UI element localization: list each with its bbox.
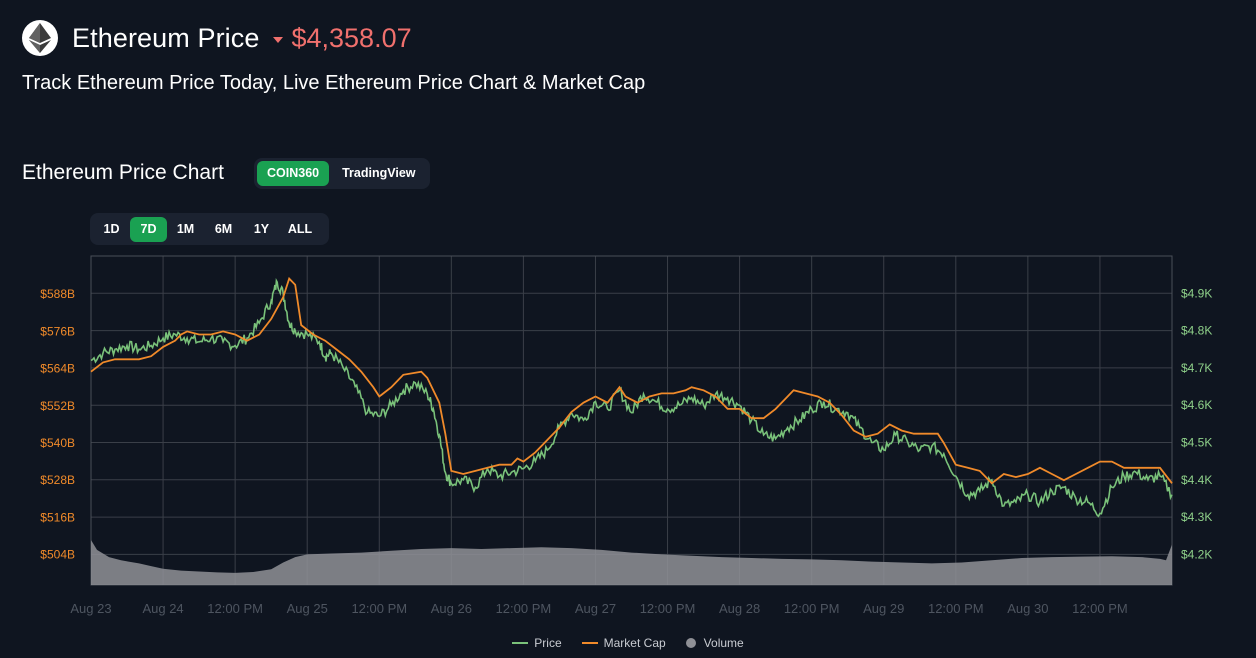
x-axis-tick-label: 12:00 PM xyxy=(928,601,984,616)
legend-item-price[interactable]: Price xyxy=(512,636,562,650)
chart-source-toggle: COIN360 TradingView xyxy=(254,158,430,189)
price-line xyxy=(90,278,1173,518)
page-header: Ethereum Price $4,358.07 xyxy=(22,20,412,56)
source-tradingview-button[interactable]: TradingView xyxy=(342,166,416,180)
x-axis-tick-label: Aug 30 xyxy=(1007,601,1048,616)
price-chart[interactable]: $588B $576B $564B $552B $540B $528B $516B $504B… xyxy=(0,0,1256,636)
right-axis-tick-label: $4.3K xyxy=(1181,510,1212,524)
range-1d-button[interactable]: 1D xyxy=(103,221,120,236)
left-axis-tick-label: $552B xyxy=(40,399,75,413)
x-axis-tick-label: 12:00 PM xyxy=(640,601,696,616)
page-subtitle: Track Ethereum Price Today, Live Ethereu… xyxy=(22,72,646,94)
right-axis-tick-label: $4.4K xyxy=(1181,473,1212,487)
time-range-toggle: 1D 7D 1M 6M 1Y ALL xyxy=(90,213,329,245)
legend-item-market-cap[interactable]: Market Cap xyxy=(581,636,666,650)
source-coin360-button[interactable]: COIN360 xyxy=(257,161,330,186)
x-axis-tick-label: Aug 29 xyxy=(863,601,904,616)
x-axis-tick-label: 12:00 PM xyxy=(1072,601,1128,616)
right-axis-tick-label: $4.9K xyxy=(1181,286,1212,300)
chart-legend: Price Market Cap Volume xyxy=(0,636,1256,650)
x-axis-tick-label: Aug 24 xyxy=(142,601,183,616)
legend-label: Market Cap xyxy=(603,636,666,650)
range-1m-button[interactable]: 1M xyxy=(176,221,195,236)
legend-label: Volume xyxy=(703,636,744,650)
left-axis-tick-label: $588B xyxy=(40,287,75,301)
x-axis-tick-label: Aug 28 xyxy=(719,601,760,616)
left-axis-tick-label: $576B xyxy=(40,324,75,338)
left-axis-tick-label: $528B xyxy=(40,473,75,487)
ethereum-icon xyxy=(22,20,58,56)
market-cap-legend-swatch xyxy=(581,642,598,644)
left-axis-tick-label: $564B xyxy=(40,362,75,376)
price-value: $4,358.07 xyxy=(291,22,412,53)
page-title: Ethereum Price xyxy=(72,22,260,53)
x-axis-tick-label: Aug 27 xyxy=(575,601,616,616)
x-axis-tick-label: 12:00 PM xyxy=(351,601,407,616)
x-axis-tick-label: 12:00 PM xyxy=(784,601,840,616)
right-axis-tick-label: $4.5K xyxy=(1181,436,1212,450)
left-axis-tick-label: $504B xyxy=(40,548,75,562)
volume-area xyxy=(91,540,1172,585)
left-axis-tick-label: $516B xyxy=(40,510,75,524)
range-1y-button[interactable]: 1Y xyxy=(253,221,270,236)
x-axis-tick-label: Aug 26 xyxy=(431,601,472,616)
right-axis-tick-label: $4.8K xyxy=(1181,324,1212,338)
range-6m-button[interactable]: 6M xyxy=(214,221,233,236)
price-down-icon xyxy=(273,36,284,43)
right-axis-tick-label: $4.7K xyxy=(1181,361,1212,375)
price-legend-swatch xyxy=(512,642,529,644)
chart-title: Ethereum Price Chart xyxy=(22,161,224,184)
right-axis-tick-label: $4.6K xyxy=(1181,398,1212,412)
x-axis-tick-label: 12:00 PM xyxy=(207,601,263,616)
plot-frame xyxy=(90,255,1173,586)
volume-legend-swatch xyxy=(685,638,696,648)
x-axis-tick-label: Aug 25 xyxy=(287,601,328,616)
range-all-button[interactable]: ALL xyxy=(287,221,313,236)
current-price: $4,358.07 xyxy=(273,22,412,54)
market-cap-line xyxy=(90,276,1173,485)
right-axis-tick-label: $4.2K xyxy=(1181,547,1212,561)
legend-item-volume[interactable]: Volume xyxy=(685,636,744,650)
legend-label: Price xyxy=(534,636,562,650)
x-axis-tick-label: 12:00 PM xyxy=(496,601,552,616)
left-axis-tick-label: $540B xyxy=(40,436,75,450)
x-axis-tick-label: Aug 23 xyxy=(70,601,111,616)
range-7d-button[interactable]: 7D xyxy=(130,216,167,242)
